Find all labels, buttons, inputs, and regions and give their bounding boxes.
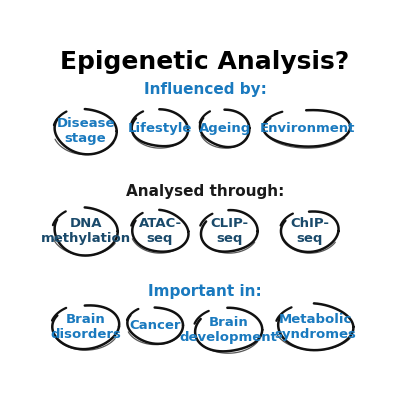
- Text: Metabolic
syndromes: Metabolic syndromes: [274, 313, 356, 341]
- Text: DNA
methylation: DNA methylation: [40, 217, 131, 245]
- Text: Epigenetic Analysis?: Epigenetic Analysis?: [60, 50, 350, 74]
- Text: Important in:: Important in:: [148, 284, 262, 299]
- Text: ATAC-
seq: ATAC- seq: [138, 217, 182, 245]
- Text: Disease
stage: Disease stage: [56, 117, 115, 145]
- Text: Ageing: Ageing: [199, 122, 251, 134]
- Text: Environment: Environment: [260, 122, 355, 134]
- Text: ChIP-
seq: ChIP- seq: [290, 217, 329, 245]
- Text: Analysed through:: Analysed through:: [126, 184, 284, 199]
- Text: CLIP-
seq: CLIP- seq: [210, 217, 248, 245]
- Text: Lifestyle: Lifestyle: [128, 122, 192, 134]
- Text: Brain
development: Brain development: [179, 316, 277, 344]
- Text: Influenced by:: Influenced by:: [144, 82, 266, 97]
- Text: Brain
disorders: Brain disorders: [50, 313, 121, 341]
- Text: Cancer: Cancer: [130, 319, 181, 332]
